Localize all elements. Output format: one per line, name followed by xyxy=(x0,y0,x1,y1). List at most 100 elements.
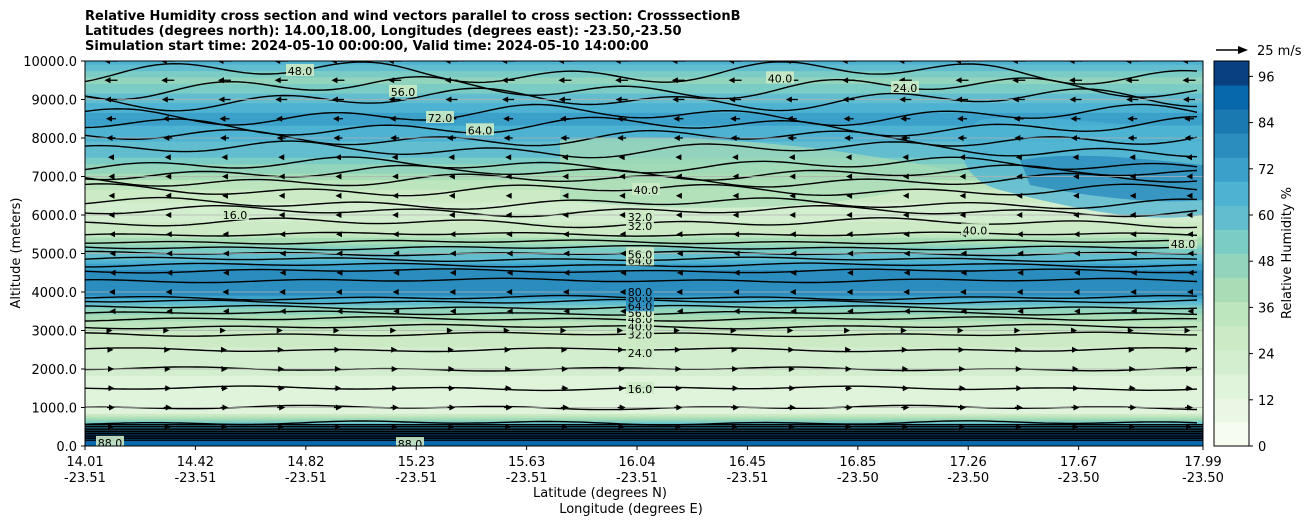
wind-vector-head xyxy=(784,61,791,64)
wind-vector-head xyxy=(1186,385,1193,392)
x-tick-label-lat: 14.01 xyxy=(66,455,103,470)
wind-vector-head xyxy=(506,250,513,257)
wind-vector-head xyxy=(843,115,850,122)
wind-vector-head xyxy=(1186,154,1192,161)
wind-vector-head xyxy=(104,77,111,84)
wind-vector-head xyxy=(217,77,224,84)
wind-vector-head xyxy=(330,61,337,64)
wind-vector-head xyxy=(846,192,853,199)
contour-label: 40.0 xyxy=(963,224,988,237)
wind-vector-head xyxy=(1186,212,1193,218)
wind-vector-head xyxy=(1127,135,1134,141)
contour-label-bg xyxy=(626,345,654,358)
x-tick-label-lon: -23.51 xyxy=(285,471,327,486)
wind-vector-head xyxy=(221,385,228,392)
wind-vector-head xyxy=(617,135,624,141)
wind-vector-head xyxy=(1073,404,1080,411)
wind-vector-head xyxy=(788,423,795,430)
wind-vector-head xyxy=(276,135,283,141)
wind-vector-head xyxy=(673,115,680,122)
wind-vector-head xyxy=(615,77,622,84)
wind-vector-head xyxy=(1016,385,1023,392)
colorbar-tick-label: 84 xyxy=(1258,117,1275,132)
wind-vector-head xyxy=(671,77,678,84)
wind-vector-head xyxy=(615,96,622,103)
wind-vector-head xyxy=(619,212,626,218)
wind-vector-head xyxy=(1128,346,1135,353)
wind-vector-head xyxy=(1011,61,1018,64)
wind-vector-head xyxy=(505,192,512,199)
wind-vector-head xyxy=(388,77,395,84)
humidity-band xyxy=(85,422,1203,426)
wind-vector-head xyxy=(1183,96,1189,103)
wind-vector-head xyxy=(109,404,115,411)
wind-vector-head xyxy=(164,346,171,353)
wind-vector-head xyxy=(732,423,739,430)
wind-vector-head xyxy=(676,308,683,315)
colorbar-tick-label: 0 xyxy=(1258,440,1266,455)
x-tick-label-lon: -23.50 xyxy=(1058,471,1100,486)
humidity-band xyxy=(85,63,1203,68)
wind-vector-head xyxy=(1015,423,1022,430)
wind-vector-head xyxy=(619,289,626,295)
y-tick-label: 2000.0 xyxy=(32,363,78,378)
humidity-band xyxy=(85,89,1203,94)
wind-vector-head xyxy=(389,115,396,122)
humidity-band xyxy=(85,73,1203,78)
contour-label: 88.0 xyxy=(98,437,123,450)
humidity-band xyxy=(85,443,1203,446)
x-tick-label-lon: -23.51 xyxy=(506,471,548,486)
wind-vector-head xyxy=(616,115,623,122)
wind-vector-head xyxy=(1069,77,1076,84)
contour-label-bg xyxy=(1169,236,1197,249)
wind-vector-head xyxy=(957,135,964,141)
wind-vector-head xyxy=(279,404,286,411)
wind-vector-head xyxy=(560,135,567,141)
humidity-band xyxy=(85,111,1203,117)
contour-label: 16.0 xyxy=(628,383,653,396)
contour-label: 48.0 xyxy=(288,65,313,78)
wind-vector-head xyxy=(505,366,512,372)
wind-vector-head xyxy=(557,61,564,64)
wind-vector-head xyxy=(1129,173,1136,180)
wind-vector-head xyxy=(1186,423,1192,430)
wind-vector-head xyxy=(448,385,455,392)
wind-vector-head xyxy=(1182,77,1189,84)
wind-vector-head xyxy=(503,135,510,141)
wind-vector-head xyxy=(733,250,740,257)
wind-vector-head xyxy=(278,154,285,161)
wind-vector-head xyxy=(846,404,853,411)
wind-vector-head xyxy=(331,77,338,84)
colorbar-segment xyxy=(1214,325,1249,351)
humidity-band xyxy=(85,441,1203,445)
wind-vector-head xyxy=(733,308,740,315)
wind-vector-head xyxy=(106,327,113,334)
wind-vector-head xyxy=(392,385,399,392)
wind-vector-head xyxy=(786,115,793,122)
wind-vector-head xyxy=(955,77,962,84)
wind-vector-head xyxy=(1073,173,1080,180)
contour-line xyxy=(85,156,1198,174)
contour-line xyxy=(85,116,1198,137)
wind-vector-head xyxy=(845,366,852,372)
x-tick-label-lat: 16.85 xyxy=(839,455,876,470)
wind-vector-head xyxy=(335,404,342,411)
wind-vector-head xyxy=(1129,366,1136,372)
contour-label: 40.0 xyxy=(768,72,793,85)
wind-vector-head xyxy=(505,385,512,392)
humidity-band xyxy=(85,86,1203,91)
wind-vector-head xyxy=(619,173,626,180)
x-tick-label-lon: -23.51 xyxy=(64,471,106,486)
colorbar-tick-label: 72 xyxy=(1258,163,1275,178)
wind-vector-head xyxy=(274,77,281,84)
contour-line xyxy=(85,262,1198,268)
wind-vector-head xyxy=(279,269,286,276)
wind-vector-head xyxy=(561,366,568,372)
wind-vector-head xyxy=(730,115,737,122)
colorbar-tick-label: 12 xyxy=(1258,394,1275,409)
wind-vector-head xyxy=(278,212,285,218)
chart-title: Relative Humidity cross section and wind… xyxy=(85,9,741,54)
contour-label-bg xyxy=(961,223,989,236)
humidity-band xyxy=(85,265,1203,271)
contour-label-bg xyxy=(426,110,454,123)
